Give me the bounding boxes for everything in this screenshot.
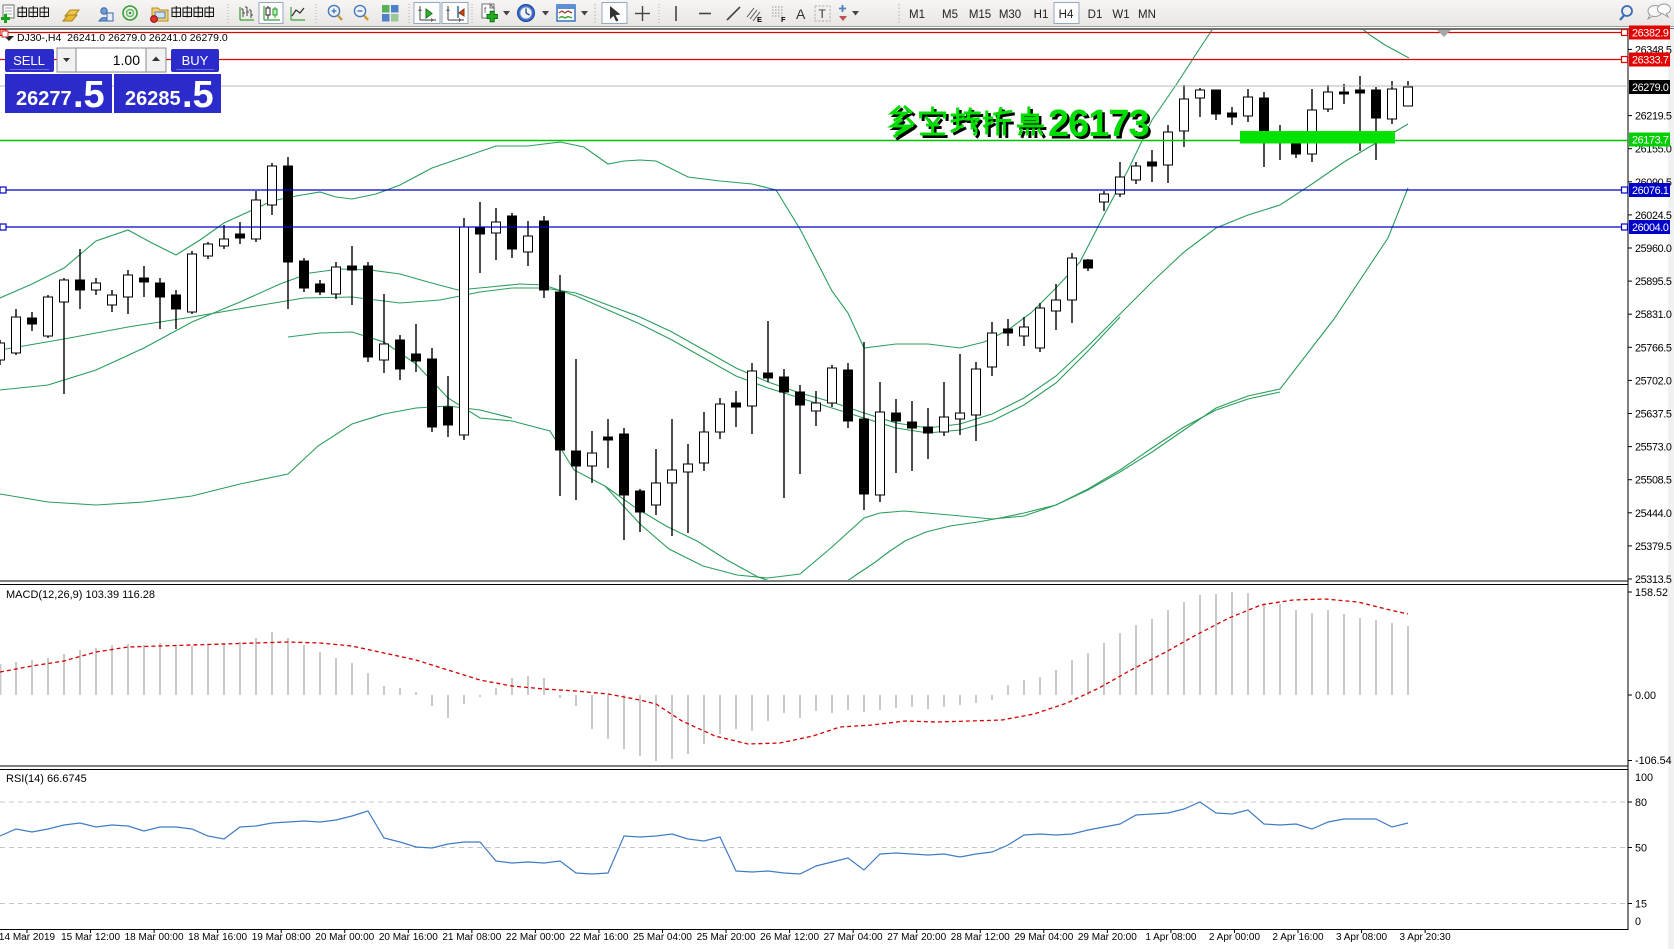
- svg-text:18 Mar 00:00: 18 Mar 00:00: [125, 932, 184, 943]
- svg-text:26333.7: 26333.7: [1632, 55, 1669, 67]
- svg-text:26076.1: 26076.1: [1632, 185, 1669, 197]
- svg-text:25444.0: 25444.0: [1635, 508, 1672, 520]
- svg-text:MN: MN: [1138, 9, 1156, 21]
- svg-text:3 Apr 20:30: 3 Apr 20:30: [1400, 932, 1452, 943]
- svg-text:100: 100: [1635, 772, 1653, 784]
- svg-text:H4: H4: [1059, 9, 1074, 21]
- svg-text:25895.5: 25895.5: [1635, 276, 1672, 288]
- svg-text:25313.5: 25313.5: [1635, 574, 1672, 586]
- svg-text:M15: M15: [969, 9, 991, 21]
- svg-text:20 Mar 16:00: 20 Mar 16:00: [379, 932, 438, 943]
- svg-text:.5: .5: [182, 74, 214, 116]
- svg-text:E: E: [757, 15, 762, 24]
- svg-text:27 Mar 20:00: 27 Mar 20:00: [887, 932, 946, 943]
- svg-text:26173: 26173: [1048, 103, 1149, 145]
- svg-text:M5: M5: [942, 9, 958, 21]
- svg-text:29 Mar 04:00: 29 Mar 04:00: [1014, 932, 1073, 943]
- svg-text:0: 0: [1635, 916, 1641, 928]
- svg-text:26004.0: 26004.0: [1632, 222, 1669, 234]
- svg-text:14 Mar 2019: 14 Mar 2019: [0, 932, 56, 943]
- svg-text:25573.0: 25573.0: [1635, 442, 1672, 454]
- svg-text:0.00: 0.00: [1635, 690, 1656, 702]
- svg-text:26382.9: 26382.9: [1632, 28, 1669, 40]
- svg-text:-106.54: -106.54: [1635, 755, 1672, 767]
- svg-text:22 Mar 00:00: 22 Mar 00:00: [506, 932, 565, 943]
- svg-text:26277: 26277: [16, 88, 72, 110]
- svg-text:25960.0: 25960.0: [1635, 243, 1672, 255]
- svg-text:F: F: [781, 15, 786, 24]
- svg-text:158.52: 158.52: [1635, 587, 1668, 599]
- svg-text:26173: 26173: [1051, 106, 1152, 148]
- svg-text:25766.5: 25766.5: [1635, 342, 1672, 354]
- svg-text:T: T: [819, 7, 827, 21]
- svg-text:18 Mar 16:00: 18 Mar 16:00: [188, 932, 247, 943]
- svg-text:26219.5: 26219.5: [1635, 111, 1672, 123]
- svg-text:25 Mar 04:00: 25 Mar 04:00: [633, 932, 692, 943]
- svg-text:1.00: 1.00: [113, 52, 140, 68]
- svg-text:26285: 26285: [125, 88, 181, 110]
- svg-text:BUY: BUY: [182, 53, 209, 68]
- svg-text:25508.5: 25508.5: [1635, 475, 1672, 487]
- svg-text:W1: W1: [1112, 9, 1129, 21]
- svg-text:22 Mar 16:00: 22 Mar 16:00: [569, 932, 628, 943]
- svg-text:50: 50: [1635, 843, 1647, 855]
- svg-text:20 Mar 00:00: 20 Mar 00:00: [315, 932, 374, 943]
- svg-text:26155.0: 26155.0: [1635, 144, 1672, 156]
- svg-text:21 Mar 08:00: 21 Mar 08:00: [442, 932, 501, 943]
- svg-text:DJ30-,H4 26241.0 26279.0 2624: DJ30-,H4 26241.0 26279.0 26241.0 26279.0: [17, 32, 228, 44]
- svg-text:MACD(12,26,9) 103.39 116.28: MACD(12,26,9) 103.39 116.28: [6, 589, 155, 601]
- svg-text:15: 15: [1635, 899, 1647, 911]
- svg-text:25831.0: 25831.0: [1635, 309, 1672, 321]
- svg-text:15 Mar 12:00: 15 Mar 12:00: [61, 932, 120, 943]
- svg-text:1 Apr 08:00: 1 Apr 08:00: [1145, 932, 1197, 943]
- svg-text:28 Mar 12:00: 28 Mar 12:00: [951, 932, 1010, 943]
- svg-text:2 Apr 16:00: 2 Apr 16:00: [1272, 932, 1324, 943]
- svg-text:A: A: [796, 6, 806, 22]
- svg-text:80: 80: [1635, 797, 1647, 809]
- svg-text:25379.5: 25379.5: [1635, 541, 1672, 553]
- svg-text:H1: H1: [1034, 9, 1049, 21]
- svg-text:M1: M1: [909, 9, 925, 21]
- svg-text:27 Mar 04:00: 27 Mar 04:00: [824, 932, 883, 943]
- svg-text:25 Mar 20:00: 25 Mar 20:00: [697, 932, 756, 943]
- svg-text:3 Apr 08:00: 3 Apr 08:00: [1336, 932, 1388, 943]
- svg-text:19 Mar 08:00: 19 Mar 08:00: [252, 932, 311, 943]
- svg-text:M30: M30: [999, 9, 1021, 21]
- svg-text:D1: D1: [1088, 9, 1103, 21]
- svg-text:26279.0: 26279.0: [1632, 82, 1669, 94]
- svg-text:25637.5: 25637.5: [1635, 409, 1672, 421]
- svg-text:SELL: SELL: [13, 53, 45, 68]
- svg-text:.5: .5: [73, 74, 105, 116]
- svg-text:f: f: [484, 6, 487, 15]
- svg-text:26 Mar 12:00: 26 Mar 12:00: [760, 932, 819, 943]
- svg-text:2 Apr 00:00: 2 Apr 00:00: [1209, 932, 1261, 943]
- svg-text:RSI(14) 66.6745: RSI(14) 66.6745: [6, 773, 87, 785]
- svg-text:26024.5: 26024.5: [1635, 210, 1672, 222]
- svg-text:26173.7: 26173.7: [1632, 135, 1669, 147]
- svg-text:29 Mar 20:00: 29 Mar 20:00: [1078, 932, 1137, 943]
- svg-text:25702.0: 25702.0: [1635, 375, 1672, 387]
